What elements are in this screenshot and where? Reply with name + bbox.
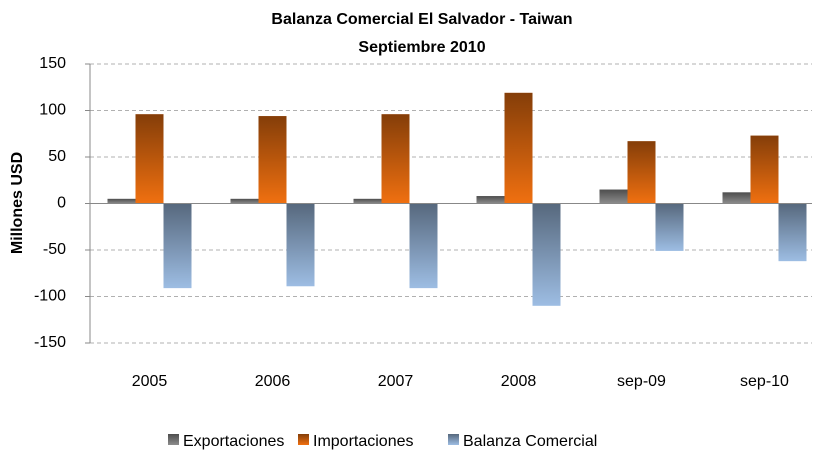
bar xyxy=(135,114,164,204)
y-tick-label: 50 xyxy=(48,148,66,165)
x-tick-label: 2006 xyxy=(255,373,291,390)
bar xyxy=(778,203,807,262)
x-tick-label: 2008 xyxy=(501,373,537,390)
bar xyxy=(599,189,628,204)
x-tick-label: 2005 xyxy=(132,373,168,390)
x-tick-label: 2007 xyxy=(378,373,414,390)
bar xyxy=(353,198,382,204)
legend-swatch-shade xyxy=(448,434,459,445)
bar xyxy=(230,198,259,204)
y-tick-label: 0 xyxy=(57,195,66,212)
y-tick-label: -50 xyxy=(43,241,66,258)
bar xyxy=(655,203,684,251)
bar xyxy=(476,196,505,204)
y-tick-label: -100 xyxy=(34,288,66,305)
y-tick-label: -150 xyxy=(34,334,66,351)
legend-label: Importaciones xyxy=(313,433,414,450)
y-tick-label: 100 xyxy=(39,102,66,119)
bar xyxy=(532,203,561,306)
bar xyxy=(381,114,410,204)
bar xyxy=(627,141,656,204)
chart-subtitle: Septiembre 2010 xyxy=(358,39,485,56)
bar xyxy=(409,203,438,289)
y-tick-label: 150 xyxy=(39,55,66,72)
legend-label: Balanza Comercial xyxy=(463,433,597,450)
bar xyxy=(163,203,192,289)
bar xyxy=(258,116,287,204)
bar xyxy=(107,198,136,204)
bar xyxy=(504,92,533,204)
bar xyxy=(750,135,779,204)
chart-title: Balanza Comercial El Salvador - Taiwan xyxy=(271,11,572,28)
x-tick-label: sep-10 xyxy=(740,373,789,390)
x-tick-label: sep-09 xyxy=(617,373,666,390)
legend-swatch-shade xyxy=(298,434,309,445)
legend-label: Exportaciones xyxy=(183,433,284,450)
y-axis-label: Millones USD xyxy=(9,152,26,254)
bar xyxy=(722,192,751,204)
legend-swatch-shade xyxy=(168,434,179,445)
bar xyxy=(286,203,315,287)
